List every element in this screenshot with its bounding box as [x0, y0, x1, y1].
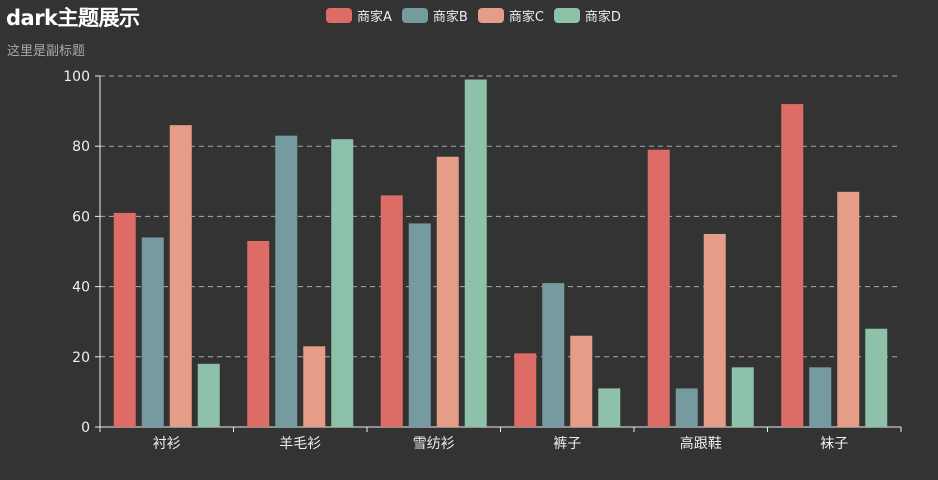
x-tick-label: 裤子 — [553, 436, 581, 452]
bar-商家D-雪纺衫 — [464, 79, 487, 427]
y-tick-label: 60 — [72, 209, 90, 225]
y-tick-label: 100 — [63, 69, 90, 85]
legend-label: 商家A — [357, 10, 392, 25]
legend-label: 商家D — [584, 10, 621, 25]
bar-商家C-裤子 — [570, 335, 593, 427]
legend-item[interactable]: 商家C — [477, 6, 544, 25]
legend-label: 商家B — [432, 10, 468, 25]
bar-商家B-高跟鞋 — [675, 388, 698, 427]
legend-swatch — [553, 8, 580, 23]
legend-label: 商家C — [508, 10, 544, 25]
bar-商家C-羊毛衫 — [303, 346, 326, 427]
bar-商家B-衬衫 — [141, 237, 164, 427]
bar-商家D-裤子 — [598, 388, 621, 427]
bar-商家A-羊毛衫 — [247, 240, 270, 427]
legend-item[interactable]: 商家B — [401, 6, 468, 25]
bar-商家A-袜子 — [781, 104, 804, 427]
legend: 商家A 商家B 商家C 商家D — [326, 6, 621, 25]
y-tick-label: 20 — [72, 350, 90, 366]
legend-swatch — [401, 8, 428, 23]
y-tick-label: 40 — [72, 280, 90, 296]
x-tick-label: 高跟鞋 — [680, 435, 722, 452]
legend-item[interactable]: 商家A — [326, 6, 392, 25]
bar-商家B-裤子 — [542, 283, 565, 427]
bar-商家C-衬衫 — [169, 125, 192, 427]
bar-商家B-袜子 — [809, 367, 832, 427]
x-tick-label: 袜子 — [820, 436, 848, 452]
bar-商家B-雪纺衫 — [408, 223, 431, 427]
bar-商家C-高跟鞋 — [703, 233, 726, 427]
x-tick-label: 雪纺衫 — [413, 436, 455, 452]
x-tick-label: 衬衫 — [153, 436, 181, 452]
bar-商家D-衬衫 — [197, 363, 220, 427]
bar-商家C-雪纺衫 — [436, 156, 459, 428]
bar-商家D-袜子 — [865, 328, 888, 427]
legend-swatch — [477, 8, 504, 23]
bar-商家A-裤子 — [514, 353, 537, 427]
chart-subtitle: 这里是副标题 — [7, 44, 86, 59]
bar-商家C-袜子 — [837, 191, 860, 427]
legend-item[interactable]: 商家D — [553, 6, 621, 25]
bar-商家B-羊毛衫 — [275, 135, 298, 428]
y-tick-label: 80 — [72, 139, 90, 155]
bar-商家D-羊毛衫 — [331, 139, 354, 427]
chart-title: dark主题展示 — [6, 6, 140, 30]
x-tick-label: 羊毛衫 — [279, 436, 321, 452]
bar-商家A-高跟鞋 — [647, 149, 670, 427]
bar-商家A-雪纺衫 — [380, 195, 403, 427]
y-tick-label: 0 — [81, 420, 90, 436]
bar-商家D-高跟鞋 — [731, 367, 754, 427]
bar-商家A-衬衫 — [113, 212, 136, 427]
legend-swatch — [326, 8, 352, 23]
